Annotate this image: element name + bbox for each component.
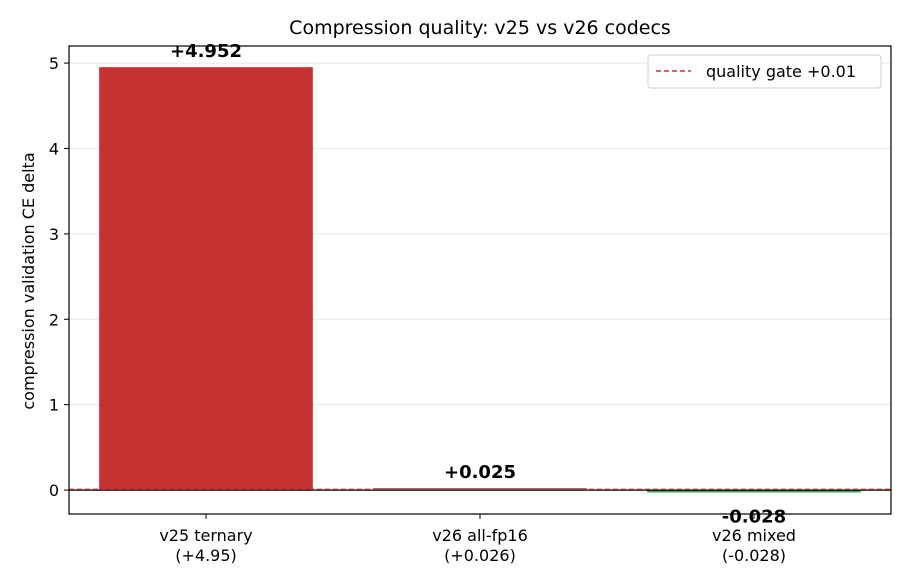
y-axis-label: compression validation CE delta	[19, 152, 38, 409]
x-tick-label-2: v26 mixed (-0.028)	[712, 526, 796, 565]
x-axis: v25 ternary (+4.95)v26 all-fp16 (+0.026)v2…	[159, 514, 796, 565]
data-label-2: -0.028	[722, 506, 786, 527]
x-tick-label-0: v25 ternary (+4.95)	[159, 526, 252, 565]
bar-0	[99, 67, 313, 491]
y-tick-label-5: 5	[49, 54, 59, 73]
bar-2	[647, 490, 861, 493]
x-tick-label-line-1-1: (+0.026)	[444, 546, 516, 565]
y-axis: 0 1 2 3 4 5	[49, 54, 69, 500]
x-tick-label-line-0-1: (+4.95)	[175, 546, 237, 565]
data-labels: +4.952 +0.025 -0.028	[170, 41, 786, 527]
y-tick-label-3: 3	[49, 225, 59, 244]
y-tick-label-4: 4	[49, 139, 59, 158]
legend-box	[647, 54, 882, 89]
x-tick-label-1: v26 all-fp16 (+0.026)	[432, 526, 528, 565]
x-tick-label-line-1-0: v26 all-fp16	[432, 526, 528, 545]
reference-lines	[69, 488, 891, 491]
chart-title: Compression quality: v25 vs v26 codecs	[289, 17, 671, 39]
bars	[99, 67, 861, 493]
legend-label-quality-gate: quality gate +0.01	[706, 62, 856, 81]
y-tick-label-0: 0	[49, 481, 59, 500]
data-label-0: +4.952	[170, 41, 242, 62]
y-tick-label-1: 1	[49, 396, 59, 415]
x-tick-label-line-2-0: v26 mixed	[712, 526, 796, 545]
x-tick-label-line-2-1: (-0.028)	[722, 546, 786, 565]
data-label-1: +0.025	[444, 462, 516, 483]
x-tick-label-line-0-0: v25 ternary	[159, 526, 252, 545]
legend: quality gate +0.01	[647, 54, 882, 89]
y-tick-label-2: 2	[49, 310, 59, 329]
